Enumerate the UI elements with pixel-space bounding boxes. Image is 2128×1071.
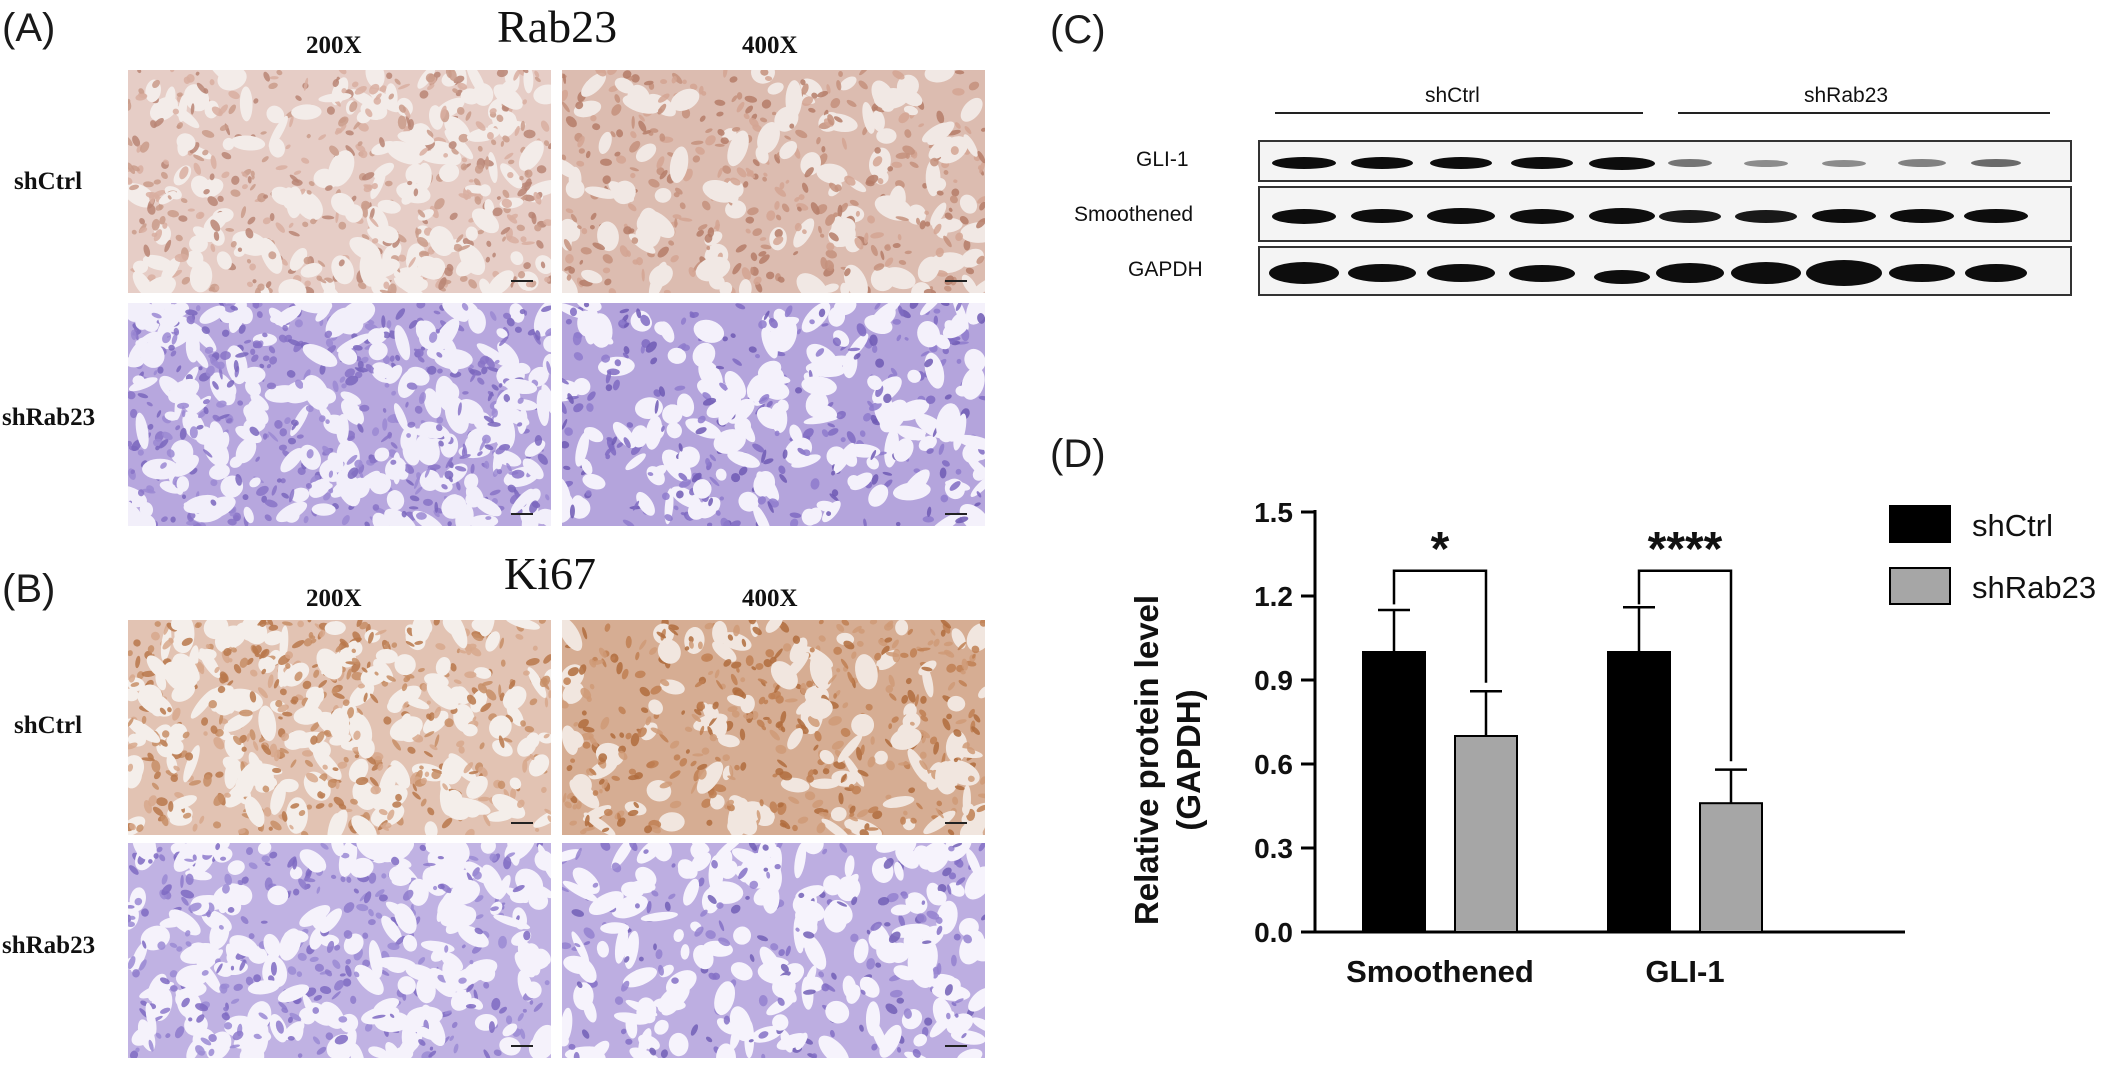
blot-band — [1272, 208, 1336, 224]
significance-bracket — [1392, 569, 1488, 683]
significance-marker: **** — [1648, 523, 1723, 576]
y-axis-title: Relative protein level (GAPDH) — [1128, 595, 1207, 925]
legend-label-shCtrl: shCtrl — [1972, 508, 2053, 543]
row-label-shrab23-a: shRab23 — [2, 404, 96, 431]
y-axis-label-line1: Relative protein level — [1128, 595, 1165, 925]
blot-band — [1668, 159, 1712, 167]
rab23-title: Rab23 — [497, 1, 618, 52]
blot-band — [1889, 264, 1955, 282]
panel-label-a: (A) — [2, 6, 56, 50]
blot-band — [1348, 264, 1416, 282]
blot-group-shrab23: shRab23 — [1804, 84, 1889, 107]
legend-label-shRab23: shRab23 — [1972, 570, 2096, 605]
bar-chart: Relative protein level (GAPDH) 0.0 0.3 0.6… — [1128, 497, 2096, 989]
blot-band — [1812, 209, 1876, 223]
row-label-shctrl-b: shCtrl — [14, 712, 83, 739]
y-tick-label: 1.2 — [1254, 581, 1293, 612]
y-tick-label: 1.5 — [1254, 497, 1293, 528]
panel-label-d: (D) — [1050, 432, 1106, 476]
blot-strip-gapdh — [1258, 246, 2072, 296]
blot-group-shctrl: shCtrl — [1425, 84, 1480, 107]
blot-band — [1735, 209, 1797, 223]
bar-shCtrl-Smoothened — [1362, 651, 1426, 933]
y-tick-label: 0.0 — [1254, 917, 1293, 948]
micrograph-rab23-shrab23-400x — [562, 303, 985, 526]
bar-shRab23-GLI-1 — [1699, 802, 1763, 934]
blot-band — [1659, 209, 1721, 223]
bar-shRab23-Smoothened — [1454, 735, 1518, 933]
blot-strip-smoothened — [1258, 186, 2072, 242]
blot-band — [1731, 262, 1801, 284]
row-label-shctrl-a: shCtrl — [14, 168, 83, 195]
mag-200x-b: 200X — [306, 585, 362, 612]
micrograph-ki67-shctrl-400x — [562, 620, 985, 835]
blot-band — [1351, 157, 1413, 169]
blot-band — [1898, 159, 1946, 167]
blot-band — [1509, 264, 1575, 282]
ki67-title: Ki67 — [504, 548, 596, 599]
blot-row-label-gli1: GLI-1 — [1136, 148, 1189, 171]
y-axis-label-line2: (GAPDH) — [1170, 689, 1207, 830]
micrograph-ki67-shrab23-400x — [562, 843, 985, 1058]
blot-band — [1822, 159, 1866, 167]
legend-swatch-shRab23 — [1889, 567, 1951, 605]
micrograph-rab23-shctrl-400x — [562, 70, 985, 293]
blot-band — [1427, 208, 1495, 224]
mag-400x-a: 400X — [742, 32, 798, 59]
blot-band — [1656, 263, 1724, 283]
mag-200x-a: 200X — [306, 32, 362, 59]
blot-band — [1744, 159, 1788, 167]
blot-band — [1351, 209, 1413, 223]
x-category-label: GLI-1 — [1645, 954, 1724, 989]
blot-row-label-gapdh: GAPDH — [1128, 258, 1203, 281]
blot-row-label-smoothened: Smoothened — [1074, 203, 1194, 226]
legend-swatch-shCtrl — [1889, 505, 1951, 543]
significance-bracket — [1637, 569, 1733, 762]
blot-band — [1510, 208, 1574, 224]
micrograph-ki67-shctrl-200x — [128, 620, 551, 835]
blot-band — [1589, 156, 1655, 170]
micrograph-rab23-shctrl-200x — [128, 70, 551, 293]
blot-strip-gli1 — [1258, 140, 2072, 182]
micrograph-rab23-shrab23-200x — [128, 303, 551, 526]
significance-marker: * — [1431, 523, 1450, 576]
row-label-shrab23-b: shRab23 — [2, 932, 96, 959]
blot-band — [1964, 209, 2028, 223]
blot-band — [1890, 209, 1954, 223]
panel-label-b: (B) — [2, 567, 56, 611]
blot-band — [1511, 157, 1573, 169]
blot-bracket-shctrl — [1275, 112, 1643, 114]
mag-400x-b: 400X — [742, 585, 798, 612]
y-tick-label: 0.3 — [1254, 833, 1293, 864]
bar-shCtrl-GLI-1 — [1607, 651, 1671, 933]
blot-band — [1272, 157, 1336, 169]
blot-band — [1806, 260, 1882, 286]
micrograph-ki67-shrab23-200x — [128, 843, 551, 1058]
blot-band — [1589, 208, 1655, 224]
y-tick-label: 0.9 — [1254, 665, 1293, 696]
blot-bracket-shrab23 — [1678, 112, 2050, 114]
blot-band — [1269, 262, 1339, 284]
y-tick-label: 0.6 — [1254, 749, 1293, 780]
blot-band — [1594, 270, 1650, 284]
panel-label-c: (C) — [1050, 8, 1106, 52]
blot-band — [1427, 264, 1495, 282]
blot-band — [1971, 159, 2021, 167]
blot-band — [1965, 264, 2027, 282]
x-category-label: Smoothened — [1346, 954, 1534, 989]
blot-band — [1430, 157, 1492, 169]
